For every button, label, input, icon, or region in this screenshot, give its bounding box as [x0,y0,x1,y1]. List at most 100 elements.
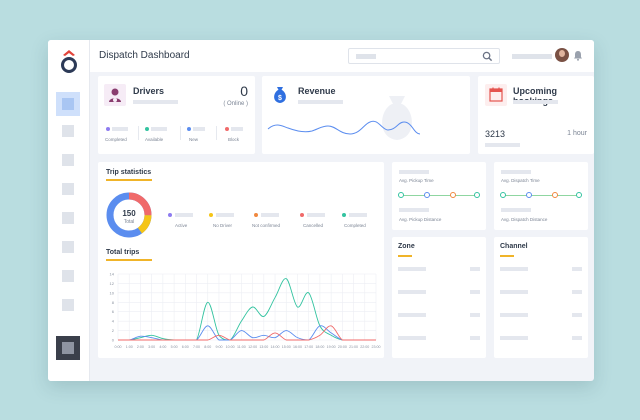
zone-card: Zone [392,237,486,358]
svg-text:$: $ [278,95,282,102]
status-label-new: New [189,137,199,142]
x-tick-label: 5:00 [171,345,178,349]
x-tick-label: 20:00 [338,345,347,349]
y-tick-label: 8 [112,300,115,305]
drivers-card[interactable]: Drivers 0 ( Online ) Completed Available… [98,76,255,154]
x-tick-label: 17:00 [304,345,313,349]
pickup-progress-line [401,195,477,196]
bookings-count-caption [485,143,520,147]
divider [180,126,181,140]
status-dot-completed [106,127,110,131]
header: Dispatch Dashboard [90,40,594,72]
nav-item-8[interactable] [62,299,74,311]
pickup-time-value [399,170,429,174]
status-dot-new [187,127,191,131]
x-tick-label: 13:00 [259,345,268,349]
x-tick-label: 21:00 [349,345,358,349]
nav-item-7[interactable] [62,270,74,282]
channel-row-name [500,313,528,317]
settings-icon [62,342,74,354]
nav-item-3[interactable] [62,154,74,166]
nav-item-6[interactable] [62,241,74,253]
x-tick-label: 18:00 [315,345,324,349]
logo-icon[interactable] [58,48,80,74]
dispatch-time-value [501,170,531,174]
bell-icon[interactable] [573,50,583,61]
trip-series-line-0 [118,278,376,341]
x-tick-label: 22:00 [360,345,369,349]
title-underline [500,255,514,257]
zone-row-value [470,267,480,271]
y-tick-label: 4 [112,319,115,324]
bookings-count: 3213 [485,129,506,139]
x-tick-label: 0:00 [115,345,122,349]
dashboard-window: Dispatch Dashboard Drivers 0 ( Online ) [48,40,594,381]
nav-item-4[interactable] [62,183,74,195]
channel-row-name [500,290,528,294]
revenue-title: Revenue [298,86,336,96]
nav-item-5[interactable] [62,212,74,224]
zone-row-value [470,290,480,294]
x-tick-label: 7:00 [193,345,200,349]
status-value-completed [112,127,128,131]
y-tick-label: 0 [112,338,115,343]
legend-value-active [175,213,193,217]
divider [138,126,139,140]
zone-row-name [398,313,426,317]
calendar-icon [485,84,507,106]
legend-value-not-confirmed [261,213,279,217]
y-tick-label: 10 [110,290,115,295]
dispatch-distance-value [501,208,531,212]
search-input[interactable] [348,48,500,64]
x-tick-label: 6:00 [182,345,189,349]
nav-item-settings[interactable] [56,336,80,360]
pickup-marker [424,192,430,198]
bookings-period: 1 hour [567,130,587,137]
user-name [512,54,552,59]
y-tick-label: 2 [112,328,115,333]
status-value-new [193,127,205,131]
legend-label-not-confirmed: Not confirmed [252,223,281,228]
channel-row-value [572,336,582,340]
bookings-card[interactable]: Upcoming bookings 3213 1 hour [478,76,594,154]
nav-item-2[interactable] [62,125,74,137]
trip-donut-chart: 150 Total [106,192,152,238]
driver-icon [104,84,126,106]
legend-label-completed: Completed [344,223,366,228]
legend-label-cancelled: Cancelled [303,223,324,228]
zone-row-name [398,290,426,294]
channel-row-value [572,267,582,271]
page-title: Dispatch Dashboard [99,50,190,61]
legend-label-no-driver: No Driver [213,223,233,228]
dispatch-metrics-card: Avg. Dispatch Time Avg. Dispatch Distanc… [494,162,588,230]
channel-row-value [572,313,582,317]
x-tick-label: 16:00 [293,345,302,349]
status-value-available [151,127,167,131]
money-bag-icon: $ [274,87,286,103]
x-tick-label: 12:00 [248,345,257,349]
revenue-subtitle [298,100,343,104]
x-tick-label: 2:00 [137,345,144,349]
title-underline [106,259,152,261]
nav-item-dashboard[interactable] [56,92,80,116]
drivers-count: 0 [240,83,248,99]
legend-value-cancelled [307,213,325,217]
revenue-card[interactable]: $ Revenue [262,76,470,154]
legend-dot-active [168,213,172,217]
drivers-title: Drivers [133,86,165,96]
drivers-subtitle [133,100,178,104]
sidebar [48,40,90,381]
trip-stats-title: Trip statistics [106,169,152,176]
pickup-metrics-card: Avg. Pickup Time Avg. Pickup Distance [392,162,486,230]
dispatch-time-label: Avg. Dispatch Time [501,178,540,183]
zone-row-name [398,336,426,340]
drivers-online: ( Online ) [223,101,248,107]
total-trips-line-chart: 0 2 4 6 8 10 12 14 0:00 1:00 2:00 3:00 4:00 5:00 6:00 7… [110,272,381,350]
zone-row-value [470,336,480,340]
total-trips-title: Total trips [106,249,140,256]
legend-label-active: Active [175,223,188,228]
revenue-sparkline [267,120,421,135]
avatar[interactable] [555,48,569,62]
search-icon[interactable] [482,51,493,62]
channel-row-value [572,290,582,294]
